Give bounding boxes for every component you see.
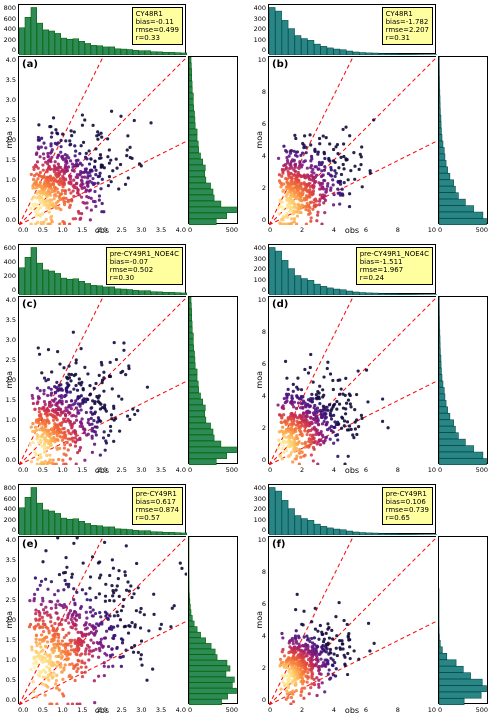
yhist-c: 0500 <box>188 296 238 464</box>
scatter-d: (d)02468100246810 <box>268 296 436 464</box>
yhist-b: 0500 <box>438 56 488 224</box>
yhist-f: 0500 <box>438 536 488 704</box>
stats-label: pre-CY49R1 bias=0.106 rmse=0.739 r=0.65 <box>382 487 433 525</box>
panel-b: 0100200300400CY48R1 bias=-1.782 rmse=2.2… <box>252 4 498 240</box>
panel-letter: (d) <box>272 299 288 310</box>
xhist-e: 0200400600800pre-CY49R1 bias=0.617 rmse=… <box>18 484 186 534</box>
panel-letter: (a) <box>22 59 38 70</box>
xhist-a: 0200400600800CY48R1 bias=-0.11 rmse=0.49… <box>18 4 186 54</box>
yhist-d: 0500 <box>438 296 488 464</box>
panel-letter: (c) <box>22 299 37 310</box>
xhist-d: 0100200300400pre-CY49R1_NOE4C bias=-1.51… <box>268 244 436 294</box>
scatter-c: (c)0.00.51.01.52.02.53.03.54.00.00.51.01… <box>18 296 186 464</box>
stats-label: pre-CY49R1 bias=0.617 rmse=0.874 r=0.57 <box>132 487 183 525</box>
yhist-a: 0500 <box>188 56 238 224</box>
stats-label: CY48R1 bias=-1.782 rmse=2.207 r=0.31 <box>382 7 433 45</box>
stats-label: pre-CY49R1_NOE4C bias=-1.511 rmse=1.967 … <box>356 247 433 285</box>
row-0: 0200400600800CY48R1 bias=-0.11 rmse=0.49… <box>2 4 498 240</box>
figure-grid: 0200400600800CY48R1 bias=-0.11 rmse=0.49… <box>0 0 500 724</box>
xhist-f: 0100200300400pre-CY49R1 bias=0.106 rmse=… <box>268 484 436 534</box>
panel-d: 0100200300400pre-CY49R1_NOE4C bias=-1.51… <box>252 244 498 480</box>
stats-label: pre-CY49R1_NOE4C bias=-0.07 rmse=0.502 r… <box>106 247 183 285</box>
xhist-c: 0200400600pre-CY49R1_NOE4C bias=-0.07 rm… <box>18 244 186 294</box>
panel-letter: (e) <box>22 539 38 550</box>
panel-c: 0200400600pre-CY49R1_NOE4C bias=-0.07 rm… <box>2 244 248 480</box>
panel-letter: (f) <box>272 539 286 550</box>
yhist-e: 0500 <box>188 536 238 704</box>
row-2: 0200400600800pre-CY49R1 bias=0.617 rmse=… <box>2 484 498 720</box>
scatter-b: (b)02468100246810 <box>268 56 436 224</box>
row-1: 0200400600pre-CY49R1_NOE4C bias=-0.07 rm… <box>2 244 498 480</box>
scatter-f: (f)02468100246810 <box>268 536 436 704</box>
scatter-a: (a)0.00.51.01.52.02.53.03.54.00.00.51.01… <box>18 56 186 224</box>
stats-label: CY48R1 bias=-0.11 rmse=0.499 r=0.33 <box>132 7 183 45</box>
panel-a: 0200400600800CY48R1 bias=-0.11 rmse=0.49… <box>2 4 248 240</box>
xhist-b: 0100200300400CY48R1 bias=-1.782 rmse=2.2… <box>268 4 436 54</box>
scatter-e: (e)0.00.51.01.52.02.53.03.54.00.00.51.01… <box>18 536 186 704</box>
panel-f: 0100200300400pre-CY49R1 bias=0.106 rmse=… <box>252 484 498 720</box>
panel-e: 0200400600800pre-CY49R1 bias=0.617 rmse=… <box>2 484 248 720</box>
panel-letter: (b) <box>272 59 288 70</box>
